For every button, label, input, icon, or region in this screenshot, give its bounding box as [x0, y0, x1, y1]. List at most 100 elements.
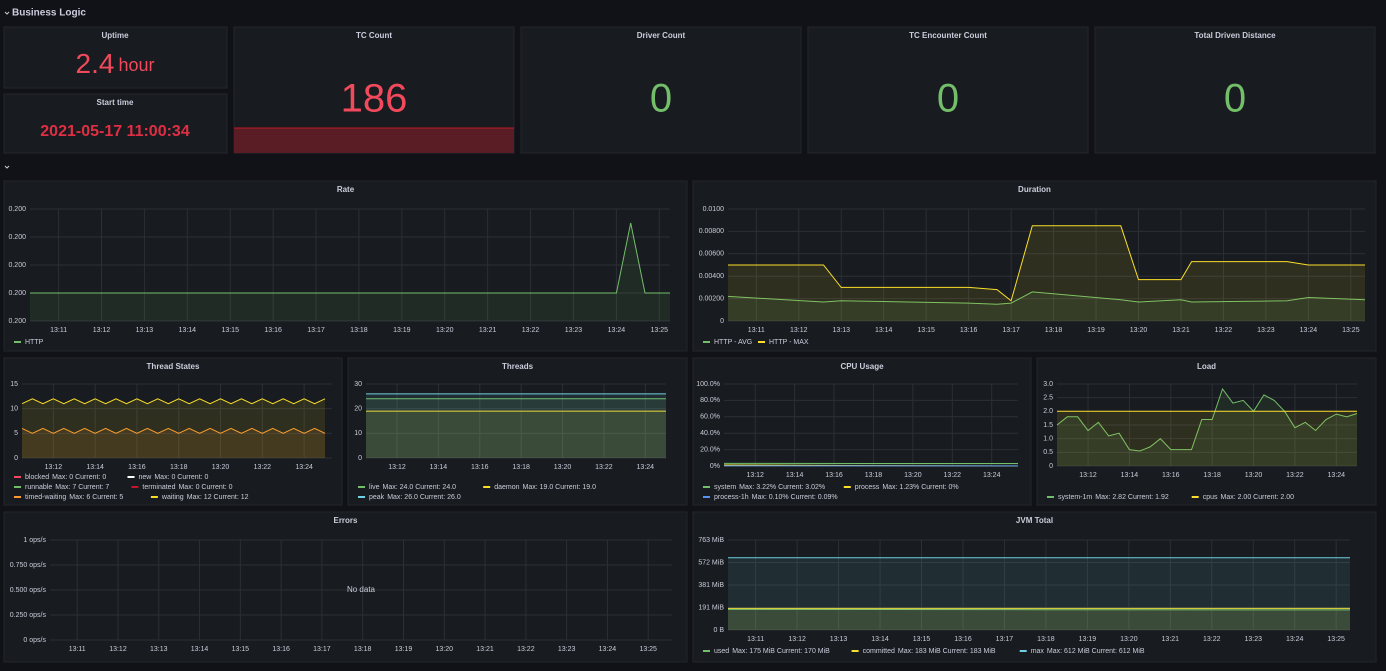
x-tick-label: 13:18 — [350, 327, 368, 334]
legend-entry: terminated Max: 0 Current: 0 — [142, 484, 232, 491]
x-tick-label: 13:25 — [1342, 327, 1360, 334]
panel-title: Threads — [502, 362, 534, 371]
x-tick-label: 13:14 — [191, 646, 209, 653]
y-tick-label: 60.0% — [700, 414, 720, 421]
x-tick-label: 13:15 — [913, 636, 931, 643]
y-tick-label: 10 — [354, 430, 362, 437]
legend-swatch — [1047, 496, 1054, 498]
legend-name: committed — [863, 648, 895, 655]
legend-swatch — [131, 486, 139, 488]
y-tick-label: 763 MiB — [698, 537, 724, 544]
y-tick-label: 572 MiB — [698, 559, 724, 566]
x-tick-label: 13:14 — [179, 327, 197, 334]
y-tick-label: 0.00600 — [699, 251, 724, 258]
stat-panel — [3, 26, 228, 89]
legend-name: system — [714, 484, 736, 491]
y-tick-label: 1 ops/s — [23, 537, 46, 544]
x-tick-label: 13:13 — [832, 327, 850, 334]
y-tick-label: 5 — [14, 430, 18, 437]
legend-name: timed-waiting — [25, 494, 66, 501]
legend-swatch — [851, 650, 859, 652]
x-tick-label: 13:17 — [996, 636, 1014, 643]
x-tick-label: 13:22 — [1203, 636, 1221, 643]
y-tick-label: 2.5 — [1043, 395, 1053, 402]
y-tick-label: 0.200 — [8, 290, 26, 297]
panel-title: JVM Total — [1016, 516, 1053, 525]
series-line — [1056, 387, 1358, 452]
area-fill — [728, 291, 1365, 321]
x-tick-label: 13:19 — [1087, 327, 1105, 334]
legend-swatch — [1191, 496, 1199, 498]
y-tick-label: 15 — [10, 381, 18, 388]
x-tick-label: 13:24 — [295, 464, 313, 471]
x-tick-label: 13:24 — [1286, 636, 1304, 643]
x-tick-label: 13:12 — [45, 464, 63, 471]
legend-name: new — [139, 474, 153, 481]
y-tick-label: 0.200 — [8, 234, 26, 241]
legend-stats: Max: 3.22% Current: 3.02% — [739, 484, 825, 491]
legend-swatch — [843, 486, 851, 488]
stat-value: 0 — [650, 77, 672, 121]
x-tick-label: 13:24 — [599, 646, 617, 653]
y-tick-label: 3.0 — [1043, 381, 1053, 388]
legend-entry: max Max: 612 MiB Current: 612 MiB — [1031, 648, 1145, 655]
x-tick-label: 13:21 — [479, 327, 497, 334]
x-tick-label: 13:22 — [1286, 472, 1304, 479]
stat-panel — [3, 93, 228, 154]
legend-stats: Max: 612 MiB Current: 612 MiB — [1047, 648, 1145, 655]
x-tick-label: 13:16 — [1162, 472, 1180, 479]
x-tick-label: 13:18 — [1203, 472, 1221, 479]
y-tick-label: 80.0% — [700, 397, 720, 404]
legend-entry: peak Max: 26.0 Current: 26.0 — [369, 494, 461, 501]
stat-unit: hour — [118, 55, 154, 75]
x-tick-label: 13:20 — [904, 472, 922, 479]
x-tick-label: 13:24 — [1328, 472, 1346, 479]
area-fill — [728, 225, 1365, 321]
x-tick-label: 13:12 — [790, 327, 808, 334]
legend-swatch — [150, 496, 158, 498]
x-tick-label: 13:11 — [748, 327, 765, 334]
y-tick-label: 30 — [354, 381, 362, 388]
x-tick-label: 13:20 — [436, 327, 454, 334]
x-tick-label: 13:23 — [1257, 327, 1275, 334]
stat-value: 0 — [937, 77, 959, 121]
legend-name: runnable — [25, 484, 52, 491]
panel — [692, 357, 1032, 506]
legend-swatch — [758, 341, 765, 343]
x-tick-label: 13:20 — [212, 464, 230, 471]
legend-swatch — [358, 486, 365, 488]
area-fill — [30, 223, 670, 321]
x-tick-label: 13:24 — [1300, 327, 1318, 334]
y-tick-label: 20.0% — [700, 446, 720, 453]
legend-entry: new Max: 0 Current: 0 — [139, 474, 209, 481]
x-tick-label: 13:22 — [944, 472, 962, 479]
x-tick-label: 13:17 — [307, 327, 325, 334]
series-line — [30, 222, 670, 294]
x-tick-label: 13:20 — [554, 464, 572, 471]
y-tick-label: 0 — [1049, 463, 1053, 470]
x-tick-label: 13:16 — [264, 327, 282, 334]
row-title[interactable]: Business Logic — [12, 8, 86, 19]
y-tick-label: 0 — [720, 318, 724, 325]
area-fill — [366, 398, 666, 458]
legend-name: blocked — [25, 474, 49, 481]
series-line — [727, 291, 1366, 305]
legend-name: HTTP — [25, 339, 44, 346]
legend-swatch — [483, 486, 491, 488]
x-tick-label: 13:22 — [522, 327, 540, 334]
legend-swatch — [358, 496, 365, 498]
legend-swatch — [14, 341, 21, 343]
row-chevron[interactable] — [4, 11, 10, 15]
legend-stats: Max: 26.0 Current: 26.0 — [387, 494, 461, 501]
x-tick-label: 13:11 — [747, 636, 764, 643]
legend-entry: HTTP — [25, 339, 44, 346]
x-tick-label: 13:20 — [1130, 327, 1148, 334]
x-tick-label: 13:14 — [786, 472, 804, 479]
legend-name: cpus — [1203, 494, 1218, 501]
row-chevron[interactable] — [4, 165, 10, 169]
y-tick-label: 0.5 — [1043, 449, 1053, 456]
y-tick-label: 0.200 — [8, 318, 26, 325]
area-fill — [366, 411, 666, 458]
